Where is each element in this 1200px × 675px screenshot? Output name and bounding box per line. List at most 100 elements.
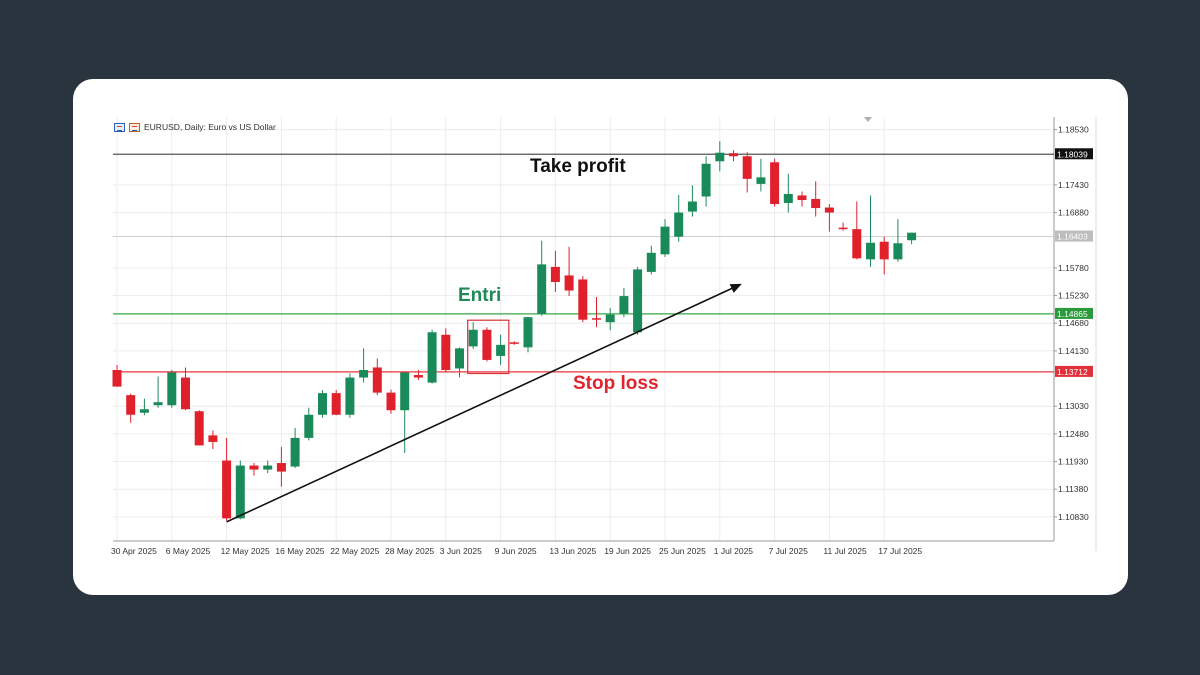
bullish-candle [400, 372, 410, 411]
bullish-candle [523, 317, 533, 348]
bullish-candle [605, 314, 615, 323]
scroll-marker-icon [864, 117, 872, 122]
bullish-candle [907, 232, 917, 241]
y-tick-label: 1.17430 [1058, 180, 1089, 190]
x-tick-label: 19 Jun 2025 [604, 546, 651, 556]
bullish-candle [153, 402, 163, 406]
bearish-candle [592, 318, 601, 320]
bearish-candle [441, 334, 451, 370]
chart-window-icon [114, 122, 125, 132]
chart-card: 1.18530 1.17430 1.16880 1.15780 1.15230 1.146… [73, 79, 1128, 595]
x-tick-label: 13 Jun 2025 [549, 546, 596, 556]
entry-box [467, 319, 510, 375]
bullish-candle [427, 332, 437, 383]
y-tick-label: 1.16880 [1058, 208, 1089, 218]
x-tick-label: 6 May 2025 [166, 546, 211, 556]
x-tick-label: 9 Jun 2025 [495, 546, 537, 556]
bearish-candle [578, 279, 588, 320]
candlestick-chart[interactable]: 1.18530 1.17430 1.16880 1.15780 1.15230 1.146… [73, 79, 1128, 595]
current-price-price-label: 1.16403 [1057, 232, 1088, 242]
x-tick-label: 3 Jun 2025 [440, 546, 482, 556]
bullish-candle [687, 201, 697, 212]
y-tick-label: 1.12480 [1058, 429, 1089, 439]
x-tick-label: 7 Jul 2025 [769, 546, 808, 556]
bullish-candle [756, 177, 766, 184]
bearish-candle [181, 377, 190, 410]
x-tick-label: 11 Jul 2025 [823, 546, 867, 556]
bearish-candle [729, 153, 738, 157]
bearish-candle [811, 198, 821, 209]
trendline-arrow [226, 283, 742, 523]
x-tick-label: 17 Jul 2025 [878, 546, 922, 556]
y-tick-label: 1.11930 [1058, 457, 1088, 467]
bearish-candle [112, 369, 122, 387]
bullish-candle [167, 372, 177, 406]
y-tick-label: 1.11380 [1058, 484, 1088, 494]
bearish-candle [550, 266, 560, 282]
bullish-candle [537, 264, 547, 314]
bearish-candle [482, 329, 492, 360]
bearish-candle [770, 162, 780, 205]
take-profit-annotation: Take profit [530, 156, 626, 177]
bullish-candle [318, 393, 327, 415]
take-profit-price-box [1055, 148, 1093, 160]
bearish-candle [194, 411, 204, 446]
take-profit-price-label: 1.18039 [1057, 149, 1088, 159]
y-tick-label: 1.18530 [1058, 125, 1089, 135]
bullish-candle [263, 465, 273, 470]
bearish-candle [824, 207, 834, 213]
bearish-candle [564, 275, 574, 291]
bearish-candle [386, 392, 396, 411]
bullish-candle [701, 163, 711, 197]
bearish-candle [509, 342, 519, 344]
y-tick-label: 1.15230 [1058, 291, 1089, 301]
bullish-candle [619, 296, 629, 314]
bullish-candle [359, 369, 369, 378]
bullish-candle [674, 212, 684, 237]
bearish-candle [331, 393, 341, 415]
bullish-candle [646, 252, 656, 272]
bullish-candle [139, 409, 149, 413]
y-tick-label: 1.14680 [1058, 318, 1089, 328]
bearish-candle [413, 375, 423, 378]
y-tick-label: 1.14130 [1058, 346, 1089, 356]
bullish-candle [715, 152, 725, 162]
bullish-candle [345, 377, 355, 415]
x-tick-label: 30 Apr 2025 [111, 546, 157, 556]
stop-loss-annotation: Stop loss [573, 373, 659, 394]
stop-loss-price-label: 1.13712 [1057, 367, 1088, 377]
y-tick-label: 1.15780 [1058, 263, 1089, 273]
x-tick-label: 12 May 2025 [221, 546, 270, 556]
bullish-candle [633, 269, 643, 333]
x-tick-label: 22 May 2025 [330, 546, 379, 556]
entry-price-box [1055, 307, 1093, 319]
bullish-candle [468, 329, 478, 347]
bearish-candle [372, 367, 382, 393]
bullish-candle [893, 243, 903, 260]
bearish-candle [852, 229, 862, 259]
bullish-candle [866, 242, 875, 260]
bearish-candle [276, 463, 286, 472]
stop-loss-price-box [1055, 365, 1093, 377]
bearish-candle [208, 435, 218, 442]
y-tick-label: 1.13030 [1058, 401, 1089, 411]
bearish-candle [879, 241, 889, 260]
x-tick-label: 16 May 2025 [275, 546, 324, 556]
bullish-candle [496, 344, 506, 356]
bullish-candle [455, 348, 464, 369]
bullish-candle [660, 226, 670, 255]
bearish-candle [249, 465, 259, 470]
bullish-candle [235, 465, 245, 519]
y-tick-label: 1.10830 [1058, 512, 1089, 522]
current-price-price-box [1055, 230, 1093, 242]
entry-annotation: Entri [458, 285, 502, 306]
entry-price-label: 1.14865 [1057, 309, 1088, 319]
bearish-candle [222, 460, 232, 519]
bearish-candle [838, 227, 848, 230]
x-tick-label: 1 Jul 2025 [714, 546, 753, 556]
bearish-candle [742, 156, 752, 179]
chart-symbol-title: EURUSD, Daily: Euro vs US Dollar [144, 122, 276, 132]
x-tick-label: 28 May 2025 [385, 546, 434, 556]
x-tick-label: 25 Jun 2025 [659, 546, 706, 556]
symbol-icon [129, 122, 140, 132]
